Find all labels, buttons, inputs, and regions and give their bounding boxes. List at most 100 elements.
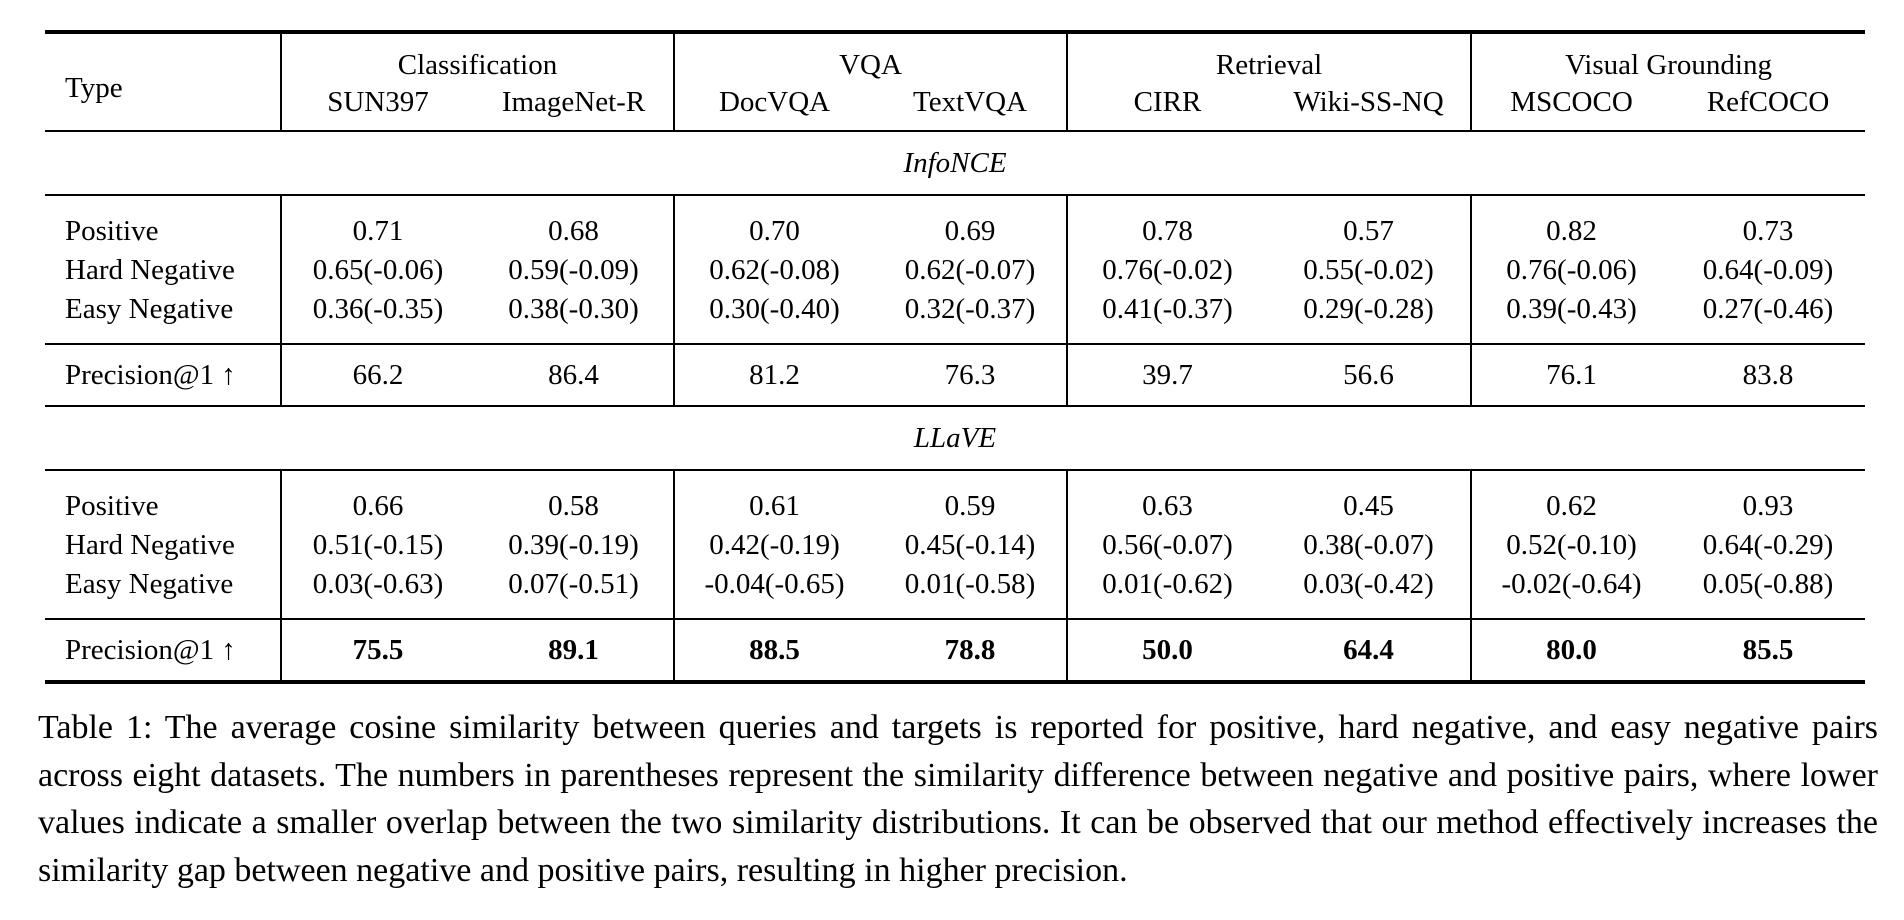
row-label: Positive (45, 194, 282, 251)
table-row: Hard Negative 0.65(-0.06) 0.59(-0.09) 0.… (45, 251, 1865, 290)
row-label: Hard Negative (45, 526, 282, 565)
dataset-header: CIRR (1133, 85, 1202, 118)
table-cell: 0.39(-0.19) (474, 526, 676, 565)
table-cell: 0.76(-0.06) (1506, 254, 1637, 286)
row-label: Easy Negative (45, 565, 282, 619)
table-cell: 80.0 (1471, 618, 1672, 684)
table-cell: 0.52(-0.10) (1506, 529, 1637, 561)
table-cell: 75.5 (281, 618, 474, 684)
table-cell: 66.2 (281, 343, 474, 406)
table-cell: 0.38(-0.07) (1267, 526, 1473, 565)
table-cell: 0.56(-0.07) (1102, 529, 1233, 561)
precision-row: Precision@1 ↑ 66.2 86.4 81.2 76.3 39.7 5… (45, 343, 1866, 406)
table-cell: 76.3 (874, 343, 1069, 406)
table-caption: Table 1: The average cosine similarity b… (38, 709, 1878, 889)
table-cell: 0.51(-0.15) (312, 529, 444, 561)
table-cell: 0.63 (1067, 469, 1268, 526)
table-cell: 0.61 (674, 469, 875, 526)
table-cell: 0.66 (281, 469, 474, 526)
table-cell: 85.5 (1671, 618, 1866, 684)
dataset-header: TextVQA (874, 84, 1069, 131)
dataset-header: SUN397 (327, 85, 429, 118)
table-cell: 0.62(-0.08) (709, 254, 840, 286)
type-header: Type (45, 30, 282, 131)
header-group-row: Type Classification VQA Retrieval Visual… (45, 30, 1866, 131)
table-cell: 39.7 (1067, 343, 1268, 406)
table-cell: 0.64(-0.09) (1702, 254, 1834, 286)
table-cell: 0.03(-0.63) (312, 568, 444, 600)
table-cell: 56.6 (1267, 343, 1473, 406)
table-cell: 0.69 (874, 194, 1069, 251)
table-cell: 0.71 (281, 194, 474, 251)
table-cell: 0.01(-0.62) (1102, 568, 1233, 600)
table-cell: 0.59 (874, 469, 1069, 526)
table-cell: 0.78 (1067, 194, 1268, 251)
table-cell: 0.68 (474, 194, 676, 251)
table-cell: 0.55(-0.02) (1267, 251, 1473, 290)
dataset-header: Wiki-SS-NQ (1267, 84, 1473, 131)
group-header-classification: Classification (281, 30, 676, 84)
table-cell: 0.57 (1267, 194, 1473, 251)
table-cell: 0.36(-0.35) (312, 293, 444, 325)
table-cell: 0.59(-0.09) (474, 251, 676, 290)
results-table: Type Classification VQA Retrieval Visual… (45, 30, 1866, 684)
table-cell: 0.58 (474, 469, 676, 526)
section-title-infonce: InfoNCE (45, 130, 1866, 195)
table-cell: 0.62(-0.07) (874, 251, 1069, 290)
group-header-visual-grounding: Visual Grounding (1471, 30, 1866, 84)
table-cell: 64.4 (1267, 618, 1473, 684)
table-cell: 0.93 (1671, 469, 1866, 526)
table-cell: 0.27(-0.46) (1702, 293, 1834, 325)
table-row: Easy Negative 0.36(-0.35) 0.38(-0.30) 0.… (45, 290, 1865, 344)
table-cell: 88.5 (674, 618, 875, 684)
table-cell: -0.04(-0.65) (704, 568, 845, 600)
table-cell: 0.65(-0.06) (312, 254, 444, 286)
table-cell: 83.8 (1671, 343, 1866, 406)
header-dataset-row: SUN397 ImageNet-R DocVQA TextVQA CIRR Wi… (45, 84, 1865, 131)
table-cell: 0.45 (1267, 469, 1473, 526)
row-label: Hard Negative (45, 251, 282, 290)
dataset-header: DocVQA (718, 85, 831, 118)
table-row: Hard Negative 0.51(-0.15) 0.39(-0.19) 0.… (45, 526, 1865, 565)
table-cell: 0.62 (1471, 469, 1672, 526)
table-cell: 0.82 (1471, 194, 1672, 251)
row-label: Positive (45, 469, 282, 526)
table-cell: 0.39(-0.43) (1506, 293, 1637, 325)
table-cell: 0.32(-0.37) (874, 290, 1069, 344)
group-header-vqa: VQA (674, 30, 1069, 84)
table-cell: 0.01(-0.58) (874, 565, 1069, 619)
dataset-header: MSCOCO (1510, 85, 1633, 118)
precision-row: Precision@1 ↑ 75.5 89.1 88.5 78.8 50.0 6… (45, 618, 1866, 684)
table-cell: 89.1 (474, 618, 676, 684)
table-cell: 0.76(-0.02) (1102, 254, 1233, 286)
table-cell: 0.29(-0.28) (1267, 290, 1473, 344)
table-cell: 0.07(-0.51) (474, 565, 676, 619)
table-cell: -0.02(-0.64) (1501, 568, 1642, 600)
section-title-row: InfoNCE (45, 130, 1866, 195)
dataset-header: RefCOCO (1706, 85, 1830, 118)
section-title-row: LLaVE (45, 405, 1866, 470)
table-cell: 50.0 (1067, 618, 1268, 684)
table-cell: 0.73 (1671, 194, 1866, 251)
row-label: Easy Negative (45, 290, 282, 344)
row-label: Precision@1 ↑ (45, 343, 282, 406)
table-cell: 0.42(-0.19) (709, 529, 840, 561)
table-cell: 0.41(-0.37) (1102, 293, 1233, 325)
table-cell: 0.38(-0.30) (474, 290, 676, 344)
table-cell: 0.64(-0.29) (1702, 529, 1834, 561)
row-label: Precision@1 ↑ (45, 618, 282, 684)
table-cell: 86.4 (474, 343, 676, 406)
table-row: Positive 0.66 0.58 0.61 0.59 0.63 0.45 0… (45, 469, 1866, 526)
table-cell: 76.1 (1471, 343, 1672, 406)
table-cell: 0.70 (674, 194, 875, 251)
table-cell: 0.03(-0.42) (1267, 565, 1473, 619)
section-title-llave: LLaVE (45, 405, 1866, 470)
table-cell: 0.45(-0.14) (874, 526, 1069, 565)
table-cell: 0.05(-0.88) (1702, 568, 1834, 600)
table-row: Positive 0.71 0.68 0.70 0.69 0.78 0.57 0… (45, 194, 1866, 251)
table-row: Easy Negative 0.03(-0.63) 0.07(-0.51) -0… (45, 565, 1865, 619)
table-cell: 78.8 (874, 618, 1069, 684)
dataset-header: ImageNet-R (474, 84, 676, 131)
table-cell: 0.30(-0.40) (709, 293, 840, 325)
